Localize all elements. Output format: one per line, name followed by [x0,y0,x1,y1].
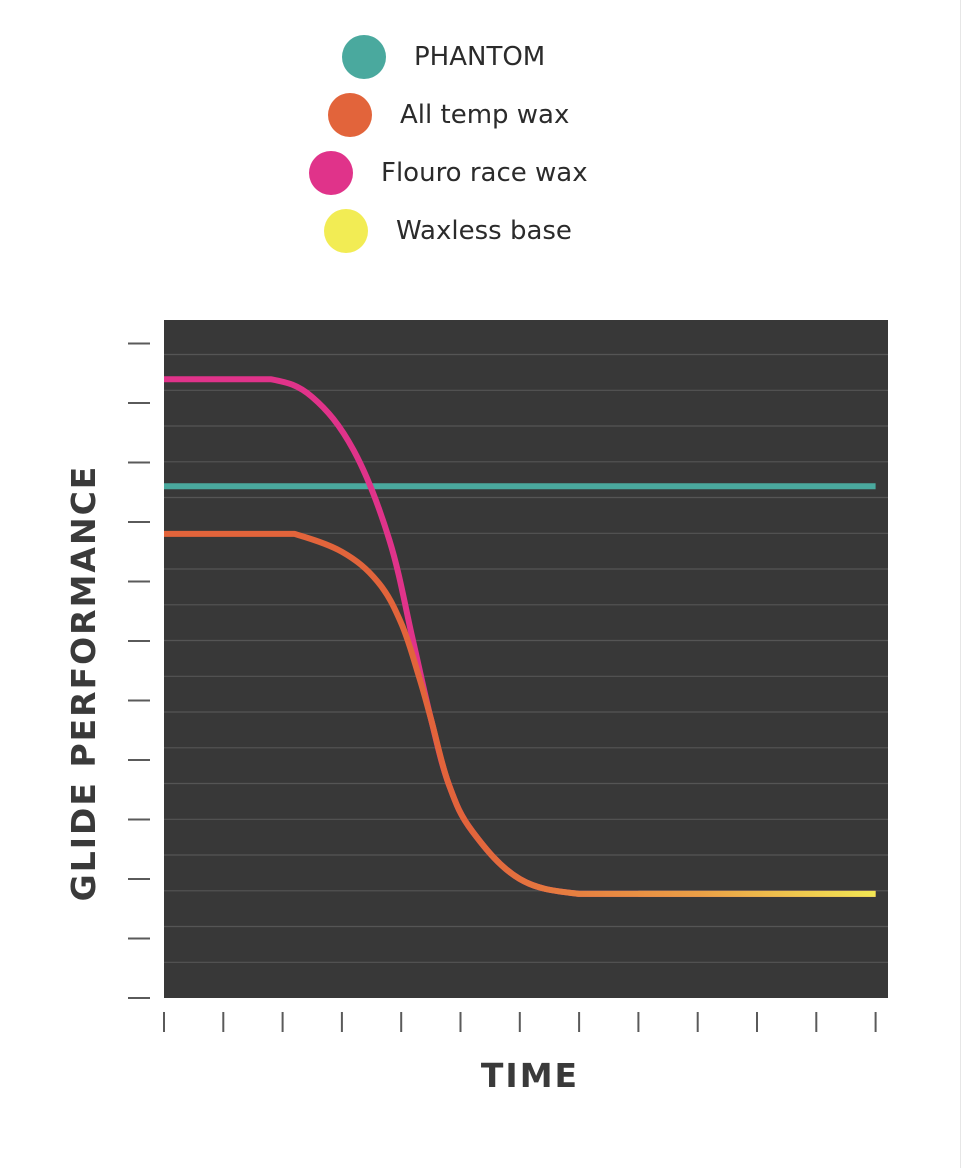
legend-label-all-temp-wax: All temp wax [400,100,570,130]
legend-label-phantom: PHANTOM [414,42,546,72]
series-line-all-temp-wax [163,530,876,897]
axis-ticks [128,342,877,1032]
legend-dot-all-temp-wax [328,93,372,137]
legend-dot-phantom [342,35,386,79]
y-axis-label: GLIDE PERFORMANCE [64,464,103,902]
legend-dot-flouro-race-wax [309,151,353,195]
page-right-border [960,0,961,1168]
chart-legend: PHANTOM All temp wax Flouro race wax Wax… [0,0,974,260]
x-axis-label: TIME [480,1056,580,1095]
legend-label-flouro-race-wax: Flouro race wax [381,158,588,188]
grid-lines [164,353,888,963]
legend-dot-waxless-base [324,209,368,253]
legend-label-waxless-base: Waxless base [396,216,572,246]
series-lines [163,376,876,897]
